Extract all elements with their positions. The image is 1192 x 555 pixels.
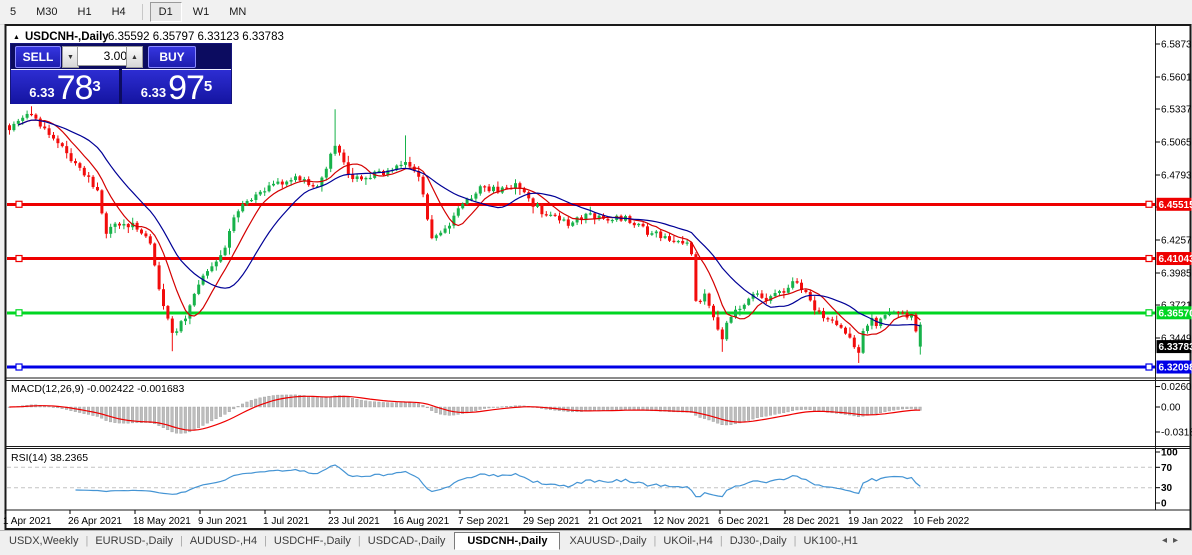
chart-tab-usdcnh-daily[interactable]: USDCNH-,Daily (454, 531, 561, 550)
moving-average-lines (18, 119, 921, 336)
svg-text:6.53370: 6.53370 (1161, 105, 1192, 116)
tab-separator: | (793, 534, 797, 547)
svg-text:6.36570: 6.36570 (1159, 308, 1192, 319)
buy-button[interactable]: BUY (148, 46, 196, 68)
chart-canvas[interactable]: 6.587306.560106.533706.506506.479306.452… (0, 24, 1192, 530)
one-click-trade-panel: SELL ▼ 3.00 ▲ BUY 6.33 78 3 6.33 97 5 (10, 43, 232, 107)
buy-price-main: 97 (168, 69, 205, 107)
timeframe-button-w1[interactable]: W1 (192, 6, 210, 18)
timeframe-button-h4[interactable]: H4 (111, 6, 126, 18)
sell-price-main: 78 (56, 69, 94, 107)
svg-text:70: 70 (1161, 463, 1173, 474)
svg-text:0: 0 (1161, 499, 1167, 510)
svg-text:6.47930: 6.47930 (1161, 170, 1192, 181)
chart-tab-ukoil-h4[interactable]: UKOil-,H4 (663, 534, 713, 547)
svg-text:26 Apr 2021: 26 Apr 2021 (68, 516, 122, 527)
chart-tab-usdcad-daily[interactable]: USDCAD-,Daily (367, 534, 446, 547)
svg-text:23 Jul 2021: 23 Jul 2021 (328, 516, 380, 527)
svg-text:21 Oct 2021: 21 Oct 2021 (588, 516, 643, 527)
rsi-label: RSI(14) 38.2365 (11, 452, 88, 464)
svg-text:30: 30 (1161, 483, 1173, 494)
svg-text:29 Sep 2021: 29 Sep 2021 (523, 516, 580, 527)
chart-title: USDCNH-,Daily (25, 31, 109, 43)
tab-separator: | (179, 534, 183, 547)
level-price-labels: 6.45515 6.41043 6.36570 6.32098 6.33783 (1156, 197, 1192, 374)
timeframe-button-mn[interactable]: MN (229, 6, 247, 18)
tab-separator: | (85, 534, 89, 547)
svg-text:6.50650: 6.50650 (1161, 138, 1192, 149)
svg-text:12 Nov 2021: 12 Nov 2021 (653, 516, 710, 527)
timeframe-toolbar: 5 M30 H1 H4 D1 W1 MN (0, 0, 1192, 25)
svg-text:6.37210: 6.37210 (1161, 301, 1192, 312)
svg-text:6 Dec 2021: 6 Dec 2021 (718, 516, 770, 527)
svg-text:6.45515: 6.45515 (1159, 200, 1192, 211)
timeframe-button-5[interactable]: 5 (10, 6, 17, 18)
svg-text:6.41043: 6.41043 (1159, 254, 1192, 265)
svg-text:1 Apr 2021: 1 Apr 2021 (3, 516, 52, 527)
horizontal-level-lines[interactable] (7, 200, 1155, 371)
chart-collapse-icon: ▲ (13, 34, 20, 41)
trade-panel-controls: SELL ▼ 3.00 ▲ BUY (11, 44, 231, 68)
svg-text:6.58730: 6.58730 (1161, 40, 1192, 51)
tab-separator: | (719, 534, 723, 547)
macd-label: MACD(12,26,9) -0.002422 -0.001683 (11, 383, 185, 395)
current-price-label (1156, 340, 1192, 354)
candlestick-series (8, 106, 922, 363)
buy-price-display[interactable]: 6.33 97 5 (122, 69, 231, 107)
svg-text:6.56010: 6.56010 (1161, 72, 1192, 83)
timeframe-button-h1[interactable]: H1 (77, 6, 92, 18)
status-strip (0, 549, 1192, 555)
svg-text:6.34490: 6.34490 (1161, 334, 1192, 345)
chart-tab-xauusd-daily[interactable]: XAUUSD-,Daily (569, 534, 647, 547)
date-axis: 1 Apr 2021 26 Apr 2021 18 May 2021 9 Jun 20… (3, 510, 970, 527)
toolbar-separator (141, 4, 143, 20)
chart-tab-uk100-h1[interactable]: UK100-,H1 (803, 534, 858, 547)
svg-text:1 Jul 2021: 1 Jul 2021 (263, 516, 310, 527)
sell-price-sup: 3 (92, 78, 101, 95)
macd-indicator (7, 394, 922, 434)
svg-text:0.00: 0.00 (1161, 403, 1181, 414)
buy-price-prefix: 6.33 (140, 85, 167, 100)
chart-tab-eurusd-daily[interactable]: EURUSD-,Daily (95, 534, 173, 547)
rsi-indicator (7, 464, 1155, 498)
svg-text:6.33783: 6.33783 (1159, 342, 1192, 353)
svg-text:100: 100 (1161, 448, 1178, 459)
tab-separator: | (653, 534, 657, 547)
chart-tab-dj30-daily[interactable]: DJ30-,Daily (729, 534, 787, 547)
svg-text:6.32098: 6.32098 (1159, 363, 1192, 374)
volume-increment-button[interactable]: ▲ (126, 46, 143, 68)
svg-text:6.42570: 6.42570 (1161, 236, 1192, 247)
volume-input[interactable]: 3.00 (77, 46, 132, 66)
tab-separator: | (357, 534, 361, 547)
svg-text:28 Dec 2021: 28 Dec 2021 (783, 516, 840, 527)
tab-separator: | (264, 534, 267, 547)
svg-text:10 Feb 2022: 10 Feb 2022 (913, 516, 970, 527)
svg-text:9 Jun 2021: 9 Jun 2021 (198, 516, 248, 527)
svg-text:0.02607: 0.02607 (1161, 382, 1192, 393)
svg-text:18 May 2021: 18 May 2021 (133, 516, 191, 527)
chart-tab-usdx-weekly[interactable]: USDX,Weekly (9, 534, 79, 547)
sell-price-prefix: 6.33 (29, 85, 55, 100)
svg-text:6.39850: 6.39850 (1161, 268, 1192, 279)
buy-price-sup: 5 (203, 78, 213, 95)
timeframe-button-d1[interactable]: D1 (149, 2, 182, 22)
tab-scroll-arrows[interactable]: ◂▸ (1161, 535, 1184, 546)
svg-text:-0.03187: -0.03187 (1161, 427, 1192, 438)
svg-text:19 Jan 2022: 19 Jan 2022 (848, 516, 903, 527)
svg-text:7 Sep 2021: 7 Sep 2021 (458, 516, 510, 527)
chart-tab-audusd-h4[interactable]: AUDUSD-,H4 (189, 534, 258, 547)
sell-price-display[interactable]: 6.33 78 3 (11, 69, 119, 107)
timeframe-button-m30[interactable]: M30 (36, 6, 58, 18)
chart-tabs-bar: USDX,Weekly | EURUSD-,Daily | AUDUSD-,H4 | USD… (0, 530, 1192, 550)
sell-button[interactable]: SELL (15, 46, 61, 68)
chart-ohlc-values: 6.35592 6.35797 6.33123 6.33783 (108, 31, 284, 43)
svg-text:16 Aug 2021: 16 Aug 2021 (393, 516, 450, 527)
chart-tab-usdchf-daily[interactable]: USDCHF-,Daily (273, 534, 351, 547)
